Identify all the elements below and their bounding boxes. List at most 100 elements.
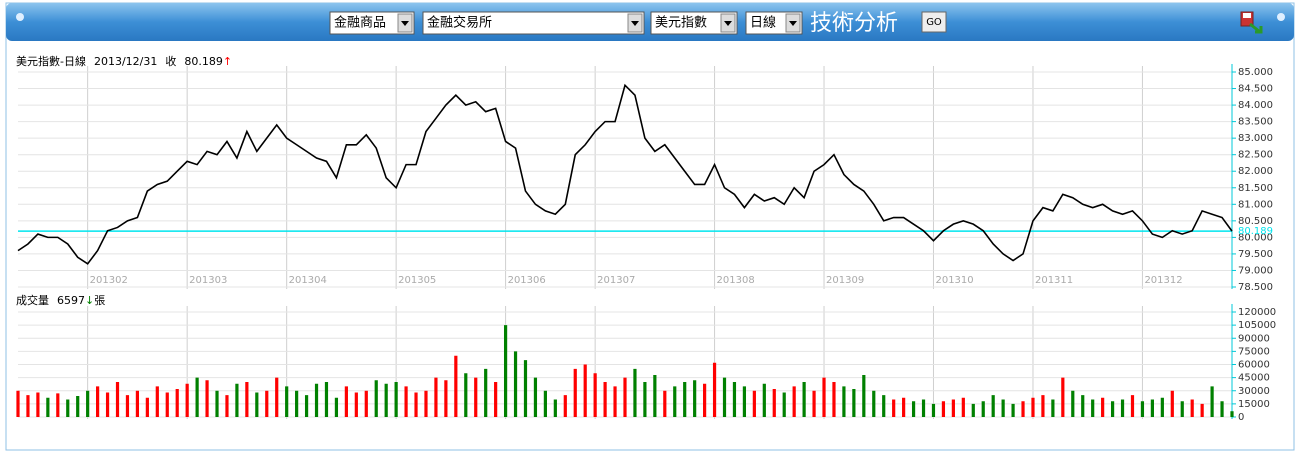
y-tick-label: 83.500 xyxy=(1238,117,1273,128)
volume-bar xyxy=(1230,411,1234,417)
volume-bar xyxy=(46,397,50,417)
select-text: 金融交易所 xyxy=(427,15,492,31)
volume-bar xyxy=(1031,397,1035,417)
product-select[interactable]: 金融商品 xyxy=(329,11,415,35)
volume-bar xyxy=(324,382,329,417)
volume-bar xyxy=(414,392,418,417)
volume-bar xyxy=(951,399,955,417)
volume-bar xyxy=(683,382,687,417)
volume-bar xyxy=(921,399,926,417)
volume-bar xyxy=(205,380,209,417)
volume-bar xyxy=(1170,390,1174,417)
volume-bar xyxy=(931,403,936,417)
volume-bar xyxy=(563,395,567,417)
export-icon[interactable] xyxy=(1240,11,1263,34)
go-button[interactable]: GO xyxy=(921,11,947,33)
x-tick-label: 201310 xyxy=(935,275,973,286)
volume-bar xyxy=(36,392,40,417)
title-part: 2013/12/31 xyxy=(94,55,157,68)
volume-bar xyxy=(971,403,975,417)
select-text: 美元指數 xyxy=(655,16,707,31)
volume-bar xyxy=(265,390,269,417)
volume-bar xyxy=(86,390,90,417)
volume-bar xyxy=(673,386,677,417)
volume-bar xyxy=(782,392,786,417)
volume-bar xyxy=(464,373,468,417)
exchange-select[interactable]: 金融交易所 xyxy=(422,11,645,35)
volume-bar xyxy=(295,390,299,417)
volume-bar xyxy=(1091,399,1095,417)
select-text: 金融商品 xyxy=(334,15,386,31)
volume-bar xyxy=(125,395,130,417)
x-tick-label: 201307 xyxy=(597,275,635,286)
volume-bar xyxy=(812,390,816,417)
y-tick-label: 85.000 xyxy=(1238,67,1273,78)
select-text: 日線 xyxy=(750,15,776,31)
volume-bar xyxy=(165,392,169,417)
volume-bar xyxy=(1021,401,1025,417)
volume-bar xyxy=(991,395,995,417)
y-tick-label: 75000 xyxy=(1238,346,1270,357)
volume-bar xyxy=(1001,399,1005,417)
volume-bar xyxy=(573,368,577,417)
volume-bar xyxy=(1150,399,1154,417)
volume-bar xyxy=(902,397,906,417)
title-part: 張 xyxy=(94,294,105,307)
volume-bar xyxy=(643,382,647,417)
volume-bar xyxy=(583,364,587,417)
button-text: GO xyxy=(926,17,942,28)
y-tick-label: 90000 xyxy=(1238,333,1270,344)
volume-bar xyxy=(1160,397,1164,417)
volume-bar xyxy=(872,390,876,417)
volume-bar xyxy=(304,395,309,417)
volume-bar xyxy=(364,390,368,417)
volume-bar xyxy=(802,382,806,417)
y-tick-label: 82.000 xyxy=(1238,166,1273,177)
volume-bar xyxy=(225,395,229,417)
volume-bar xyxy=(434,377,438,417)
volume-bar xyxy=(96,386,100,417)
volume-bar xyxy=(334,397,339,417)
volume-bar xyxy=(76,396,80,417)
x-tick-label: 201302 xyxy=(90,275,128,286)
close-label: 80.189 xyxy=(1238,226,1273,237)
volume-bar xyxy=(981,401,985,417)
y-tick-label: 79.500 xyxy=(1238,249,1273,260)
volume-bar xyxy=(145,397,149,417)
y-tick-label: 105000 xyxy=(1238,320,1276,331)
volume-bar xyxy=(722,377,727,417)
header-title: 技術分析 xyxy=(810,11,898,36)
volume-bar xyxy=(1140,401,1145,417)
panel-frame xyxy=(5,2,1295,451)
volume-bar xyxy=(772,389,776,417)
y-tick-label: 83.000 xyxy=(1238,133,1273,144)
volume-bar xyxy=(175,389,179,417)
price-title: 美元指數-日線 2013/12/31 收 80.189↑ xyxy=(16,54,232,68)
volume-bar xyxy=(693,380,697,417)
volume-bar xyxy=(603,382,607,417)
volume-bar xyxy=(26,395,30,417)
volume-title: 成交量 6597↓張 xyxy=(16,293,105,307)
y-tick-label: 30000 xyxy=(1238,386,1270,397)
volume-bar xyxy=(1101,397,1105,417)
volume-bar xyxy=(613,386,617,417)
symbol-select[interactable]: 美元指數 xyxy=(650,11,738,35)
y-tick-label: 120000 xyxy=(1238,307,1276,318)
volume-bar xyxy=(16,390,20,417)
volume-bar xyxy=(66,399,70,417)
volume-bar xyxy=(235,383,239,417)
volume-bar xyxy=(712,362,717,417)
volume-bar xyxy=(732,382,737,417)
volume-bar xyxy=(1061,377,1065,417)
volume-bar xyxy=(1011,403,1015,417)
period-select[interactable]: 日線 xyxy=(745,11,803,35)
x-tick-label: 201303 xyxy=(189,275,227,286)
title-part: ↑ xyxy=(223,55,232,68)
volume-bar xyxy=(105,392,110,417)
y-tick-label: 0 xyxy=(1238,412,1244,423)
volume-bar xyxy=(623,377,627,417)
header-dot xyxy=(1277,13,1285,21)
volume-bar xyxy=(374,380,378,417)
